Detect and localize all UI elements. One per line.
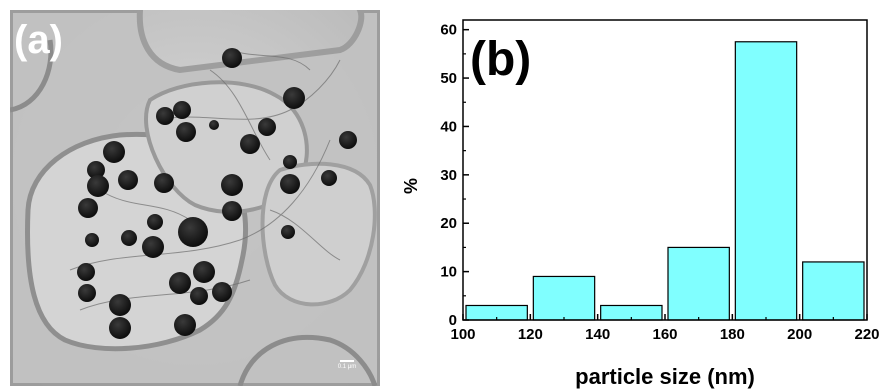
- histogram-bar: [734, 41, 798, 321]
- x-tick-label: 220: [854, 326, 879, 343]
- y-tick-label: 50: [440, 70, 457, 87]
- y-tick-label: 30: [440, 167, 457, 184]
- x-tick-label: 120: [518, 326, 543, 343]
- histogram-bar: [802, 261, 865, 321]
- x-axis-title: particle size (nm): [575, 364, 755, 389]
- y-tick-label: 10: [440, 264, 457, 281]
- scale-bar: 0.1 μm: [332, 360, 362, 370]
- histogram-bar: [532, 275, 596, 321]
- x-tick-label: 100: [450, 326, 475, 343]
- histogram-panel: 0 10 20 30 40 50 60 100 120 140 160 180 200 220 (b) p…: [400, 0, 891, 389]
- panel-a-label: (a): [14, 18, 63, 62]
- x-tick-label: 160: [652, 326, 677, 343]
- y-axis-title: %: [401, 178, 421, 194]
- scale-bar-line: [340, 360, 354, 362]
- y-tick-label: 60: [440, 22, 457, 39]
- histogram-chart: 0 10 20 30 40 50 60 100 120 140 160 180 200 220 (b) p…: [401, 19, 880, 389]
- y-tick-label: 0: [449, 312, 457, 329]
- x-tick-label: 140: [585, 326, 610, 343]
- x-tick-label: 180: [720, 326, 745, 343]
- y-tick-label: 20: [440, 215, 457, 232]
- panel-b-label: (b): [470, 33, 531, 86]
- scale-bar-label: 0.1 μm: [337, 364, 357, 370]
- tem-micrograph: (a) 0.1 μm: [10, 10, 380, 386]
- micrograph-image: [10, 10, 380, 386]
- histogram-bar: [667, 246, 730, 321]
- x-tick-label: 200: [787, 326, 812, 343]
- y-tick-label: 40: [440, 118, 457, 135]
